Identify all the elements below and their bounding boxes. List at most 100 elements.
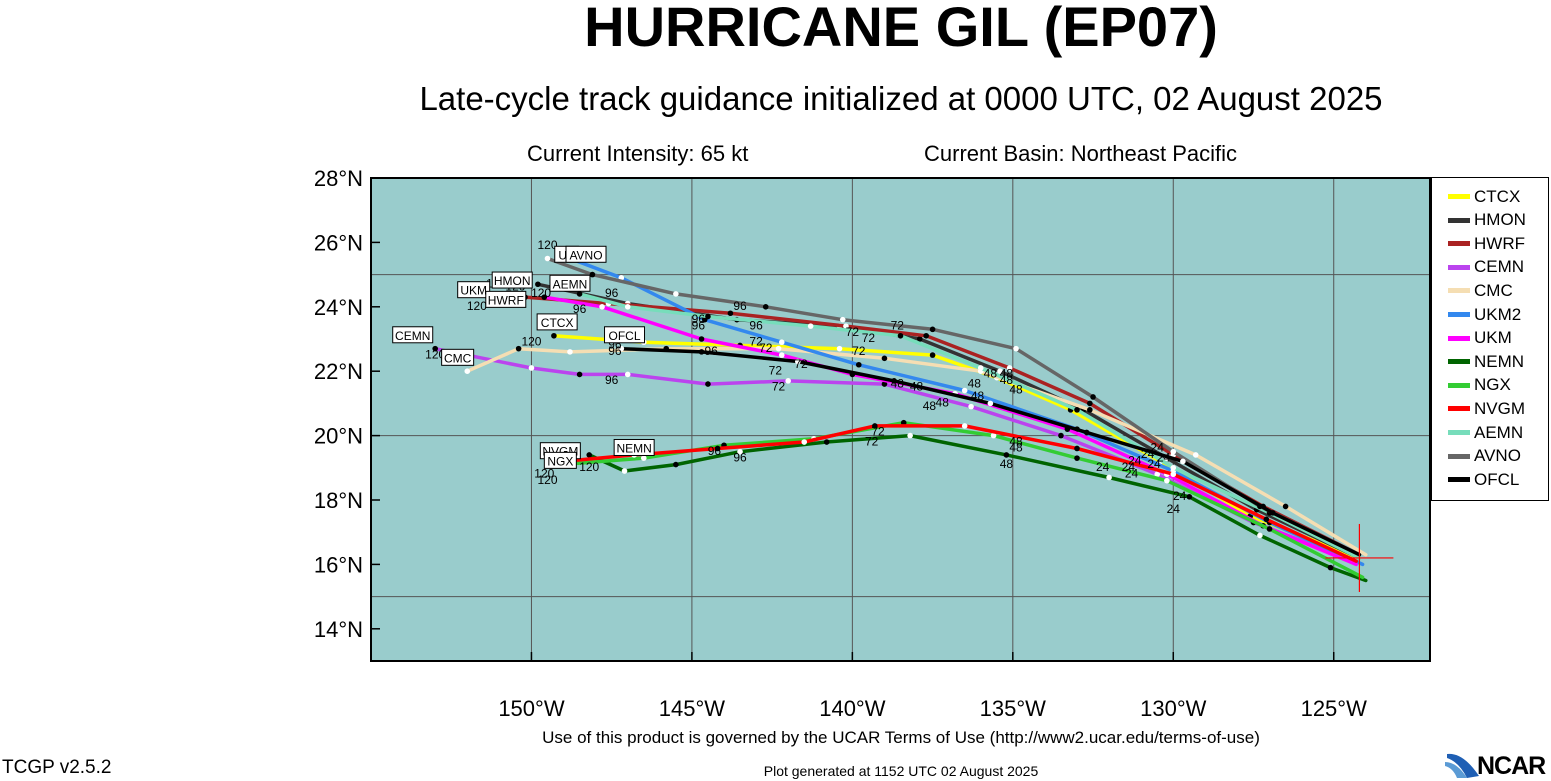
track-point — [977, 365, 984, 371]
forecast-hour-label: 96 — [692, 318, 706, 332]
track-point — [836, 345, 843, 352]
forecast-hour-label: 96 — [608, 344, 622, 358]
legend-label: CTCX — [1474, 186, 1521, 206]
legend-item-cmc: CMC — [1448, 279, 1513, 302]
track-point — [586, 452, 593, 458]
track-point — [1087, 407, 1093, 413]
lon-tick-label: 130°W — [1140, 696, 1207, 721]
track-point — [1106, 474, 1112, 481]
legend-label: UKM — [1474, 328, 1512, 348]
forecast-hour-label: 48 — [936, 396, 950, 410]
track-aemn — [577, 292, 1362, 560]
track-point — [807, 323, 814, 329]
forecast-hour-label: 96 — [733, 299, 747, 313]
forecast-hour-label: 48 — [891, 376, 905, 390]
legend-swatch — [1448, 382, 1470, 388]
track-point — [1170, 448, 1177, 455]
ocean-area — [371, 178, 1430, 661]
forecast-hour-label: 72 — [772, 380, 786, 394]
forecast-hour-labels: 1201201201201201201201201201209696969696… — [425, 238, 1187, 516]
track-point — [624, 304, 631, 310]
track-point — [727, 310, 734, 317]
track-point — [907, 432, 913, 439]
forecast-hour-label: 96 — [573, 302, 587, 316]
track-point — [698, 349, 705, 355]
model-box-label: HWRF — [488, 293, 524, 307]
track-point — [621, 468, 628, 474]
legend-swatch — [1448, 406, 1470, 412]
track-point — [515, 345, 522, 352]
model-box-frame — [613, 438, 655, 456]
track-point — [1083, 429, 1090, 436]
ncar-logo-text: NCAR — [1477, 752, 1546, 780]
ncar-logo: NCAR — [1445, 750, 1549, 780]
track-point — [541, 294, 548, 300]
longitude-axis: 150°W 145°W 140°W 135°W 130°W 125°W — [498, 652, 1367, 721]
track-point — [576, 291, 583, 297]
legend-swatch — [1448, 359, 1470, 365]
lat-tick-label: 16°N — [314, 552, 363, 577]
forecast-hour-label: 24 — [1096, 460, 1110, 474]
page-title: HURRICANE GIL (EP07) — [584, 0, 1218, 58]
track-point — [551, 332, 557, 339]
track-nemn — [587, 433, 1368, 583]
model-tracks — [432, 255, 1368, 583]
lat-tick-label: 14°N — [314, 617, 363, 642]
legend-swatch — [1448, 194, 1470, 199]
lat-tick-label: 28°N — [314, 166, 363, 191]
track-point — [855, 361, 862, 368]
track-point — [1327, 564, 1334, 571]
legend-item-avno: AVNO — [1448, 445, 1521, 468]
forecast-hour-label: 120 — [537, 238, 557, 252]
track-point — [775, 345, 782, 352]
legend-item-hwrf: HWRF — [1448, 232, 1525, 255]
model-box-frame — [485, 290, 527, 308]
generated-time: Plot generated at 1152 UTC 02 August 202… — [763, 763, 1039, 779]
track-point — [990, 432, 997, 439]
model-box-hwrf: HWRF — [485, 290, 527, 308]
model-box-label: UKM — [460, 284, 487, 298]
model-name-boxes: UKAVNOHMONUKMAEMNHWRFCTCXOFCLCEMNCMCNVGM… — [392, 245, 655, 469]
legend-swatch — [1448, 241, 1470, 247]
forecast-hour-label: 48 — [971, 389, 985, 403]
track-point — [778, 352, 785, 358]
track-point — [961, 387, 968, 394]
page-subtitle: Late-cycle track guidance initialized at… — [419, 80, 1383, 117]
legend-item-ctcx: CTCX — [1448, 185, 1520, 208]
legend-label: NGX — [1474, 375, 1511, 395]
current-intensity: Current Intensity: 65 kt — [527, 141, 749, 166]
track-point — [1090, 394, 1096, 400]
model-box-label: AEMN — [553, 277, 588, 291]
track-point — [881, 355, 888, 362]
legend-item-aemn: AEMN — [1448, 421, 1523, 444]
track-point — [618, 345, 625, 352]
legend: CTCX HMON HWRF CEMN CMC UKM2 UKM NEMN NGX NVGM AEM… — [1431, 177, 1549, 501]
forecast-hour-label: 48 — [1009, 383, 1023, 397]
track-point — [1186, 493, 1193, 500]
forecast-hour-label: 24 — [1173, 489, 1187, 503]
track-point — [823, 439, 830, 445]
forecast-hour-label: 120 — [521, 334, 541, 348]
forecast-hour-label: 96 — [708, 444, 722, 458]
track-point — [929, 326, 936, 333]
track-point — [1164, 477, 1170, 484]
forecast-hour-label: 96 — [704, 344, 718, 358]
lon-tick-label: 150°W — [498, 696, 565, 721]
legend-swatch — [1448, 312, 1470, 317]
legend-item-ofcl: OFCL — [1448, 468, 1519, 491]
forecast-hour-label: 72 — [865, 434, 879, 448]
model-box-label: CMC — [444, 351, 472, 365]
forecast-hour-label: 72 — [891, 318, 905, 332]
track-point — [1006, 365, 1013, 371]
forecast-hour-label: 24 — [1125, 466, 1139, 480]
lon-tick-label: 145°W — [659, 696, 726, 721]
model-box-frame — [543, 451, 577, 469]
forecast-hour-label: 72 — [862, 331, 876, 345]
legend-swatch — [1448, 430, 1470, 435]
lat-tick-label: 22°N — [314, 359, 363, 384]
model-box-nemn: NEMN — [613, 438, 655, 456]
track-point — [1074, 407, 1080, 413]
legend-label: CMC — [1474, 280, 1513, 300]
ncar-swoosh-icon — [1445, 753, 1479, 778]
